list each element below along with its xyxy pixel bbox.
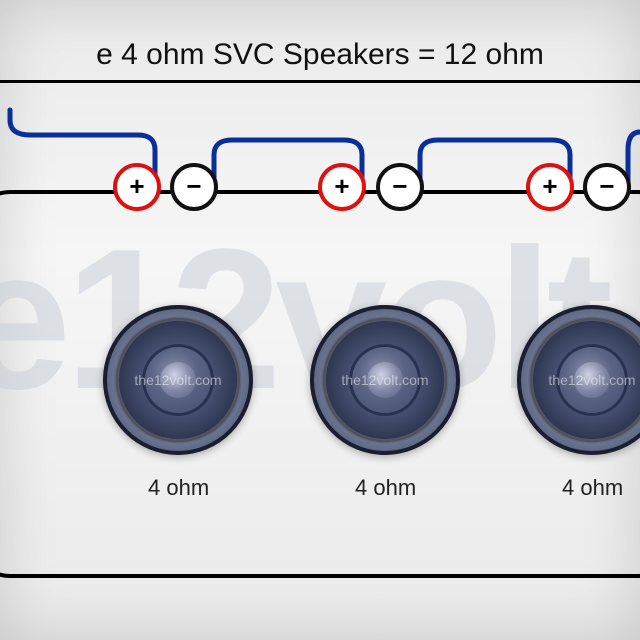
wire: [628, 132, 640, 185]
speaker-impedance-label: 4 ohm: [355, 475, 416, 501]
speaker-dustcap: [160, 362, 196, 398]
terminal-minus: −: [583, 163, 631, 211]
diagram-stage: e12volt.co e 4 ohm SVC Speakers = 12 ohm…: [0, 0, 640, 640]
plus-icon: +: [129, 173, 144, 199]
minus-icon: −: [186, 173, 201, 199]
speaker-impedance-label: 4 ohm: [148, 475, 209, 501]
speaker: the12volt.com: [310, 305, 460, 455]
speaker-dustcap: [367, 362, 403, 398]
minus-icon: −: [392, 173, 407, 199]
terminal-minus: −: [170, 163, 218, 211]
terminal-minus: −: [376, 163, 424, 211]
speaker: the12volt.com: [103, 305, 253, 455]
terminal-plus: +: [526, 163, 574, 211]
diagram-title: e 4 ohm SVC Speakers = 12 ohm: [96, 38, 544, 72]
title-underline: [0, 80, 640, 83]
speaker-dustcap: [574, 362, 610, 398]
title-bar: e 4 ohm SVC Speakers = 12 ohm: [0, 30, 640, 80]
plus-icon: +: [542, 173, 557, 199]
speaker-impedance-label: 4 ohm: [562, 475, 623, 501]
terminal-plus: +: [113, 163, 161, 211]
terminal-plus: +: [318, 163, 366, 211]
plus-icon: +: [334, 173, 349, 199]
minus-icon: −: [599, 173, 614, 199]
